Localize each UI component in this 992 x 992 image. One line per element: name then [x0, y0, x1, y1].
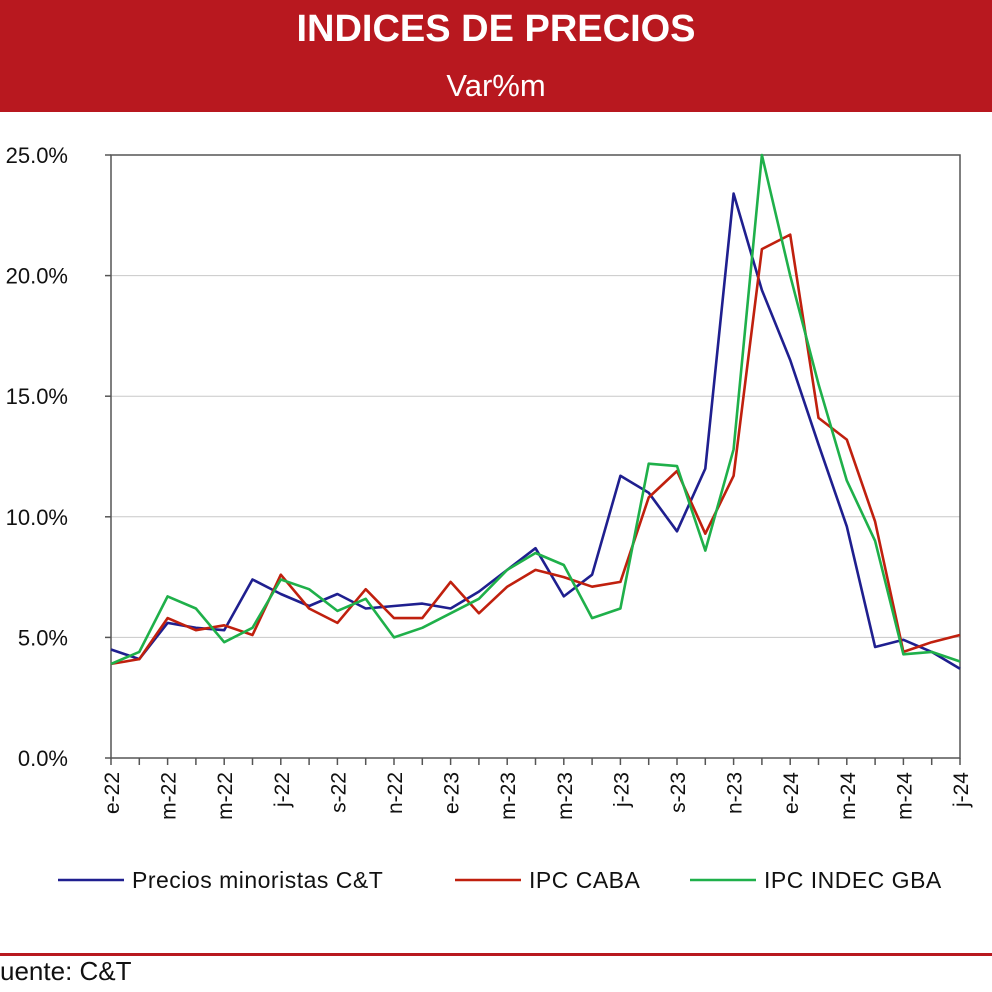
y-tick-label: 25.0% — [6, 143, 68, 168]
x-tick-label: j-23 — [610, 772, 633, 808]
series-line-0 — [110, 192, 961, 670]
y-tick-label: 15.0% — [6, 384, 68, 409]
y-tick-label: 0.0% — [18, 746, 68, 771]
header-banner: INDICES DE PRECIOS Var%m — [0, 0, 992, 112]
source-divider — [0, 953, 992, 956]
x-tick-label: m-23 — [497, 772, 520, 820]
x-tick-label: j-22 — [271, 772, 294, 808]
x-tick-label: s-22 — [327, 772, 350, 813]
legend-label-1: IPC CABA — [529, 867, 641, 893]
plot-area — [110, 154, 961, 759]
x-tick-label: s-23 — [667, 772, 690, 813]
y-tick-label: 20.0% — [6, 264, 68, 289]
series-line-2 — [110, 153, 961, 666]
gridlines — [111, 275, 960, 638]
y-axis: 0.0% 5.0% 10.0% 15.0% 20.0% 25.0% — [6, 143, 111, 771]
x-axis: e-22 m-22 m-22 j-22 s-22 n-22 e-23 m-23 m-23 j-23… — [101, 758, 973, 820]
line-chart: 0.0% 5.0% 10.0% 15.0% 20.0% 25.0% e-22 m-22 m-2… — [6, 143, 973, 893]
legend-label-0: Precios minoristas C&T — [132, 867, 383, 893]
x-tick-label: m-22 — [158, 772, 181, 820]
x-tick-label: e-24 — [780, 772, 803, 814]
x-tick-label: m-24 — [893, 772, 916, 820]
y-tick-label: 10.0% — [6, 505, 68, 530]
y-tick-label: 5.0% — [18, 625, 68, 650]
legend: Precios minoristas C&T IPC CABA IPC INDEC … — [58, 867, 942, 893]
page-subtitle: Var%m — [446, 68, 546, 103]
x-tick-label: n-22 — [384, 772, 407, 814]
legend-label-2: IPC INDEC GBA — [764, 867, 942, 893]
x-tick-label: m-22 — [214, 772, 237, 820]
source-note: uente: C&T — [0, 956, 132, 986]
x-tick-label: n-23 — [724, 772, 747, 814]
x-tick-label: m-24 — [837, 772, 860, 820]
series-line-1 — [110, 233, 961, 666]
x-tick-label: j-24 — [950, 772, 973, 808]
page-title: INDICES DE PRECIOS — [296, 8, 696, 50]
x-tick-label: e-23 — [441, 772, 464, 814]
x-tick-label: m-23 — [554, 772, 577, 820]
x-tick-label: e-22 — [101, 772, 124, 814]
series-lines — [110, 153, 961, 670]
